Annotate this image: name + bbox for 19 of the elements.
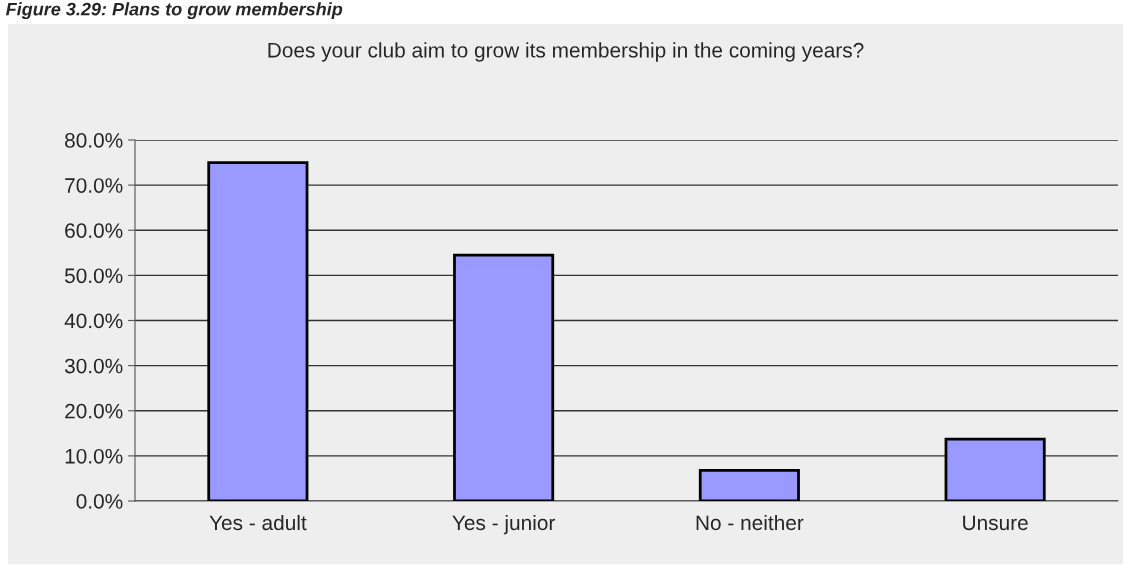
- y-tick-label: 80.0%: [65, 133, 123, 148]
- y-tick-label: 0.0%: [76, 494, 123, 509]
- bar: [207, 161, 309, 501]
- y-tick-label: 30.0%: [64, 358, 123, 374]
- chart-title: Does your club aim to grow its membership in the coming years?: [268, 42, 864, 62]
- y-tick-label: 20.0%: [65, 403, 123, 419]
- bar: [698, 468, 800, 501]
- x-tick-label: Yes - junior: [452, 514, 556, 535]
- bar: [944, 437, 1046, 501]
- y-tick-label: 40.0%: [64, 313, 123, 329]
- x-tick-label: Yes - adult: [209, 514, 307, 531]
- bar: [453, 253, 555, 501]
- y-tick-label: 70.0%: [65, 178, 123, 193]
- y-tick-label: 60.0%: [65, 223, 123, 238]
- y-tick-label: 50.0%: [64, 268, 123, 284]
- x-tick-label: Unsure: [963, 515, 1028, 531]
- y-tick-label: 10.0%: [65, 448, 123, 464]
- caption: Figure 3.29: Plans to grow membership: [5, 2, 343, 20]
- x-tick-label: No - neither: [696, 514, 804, 531]
